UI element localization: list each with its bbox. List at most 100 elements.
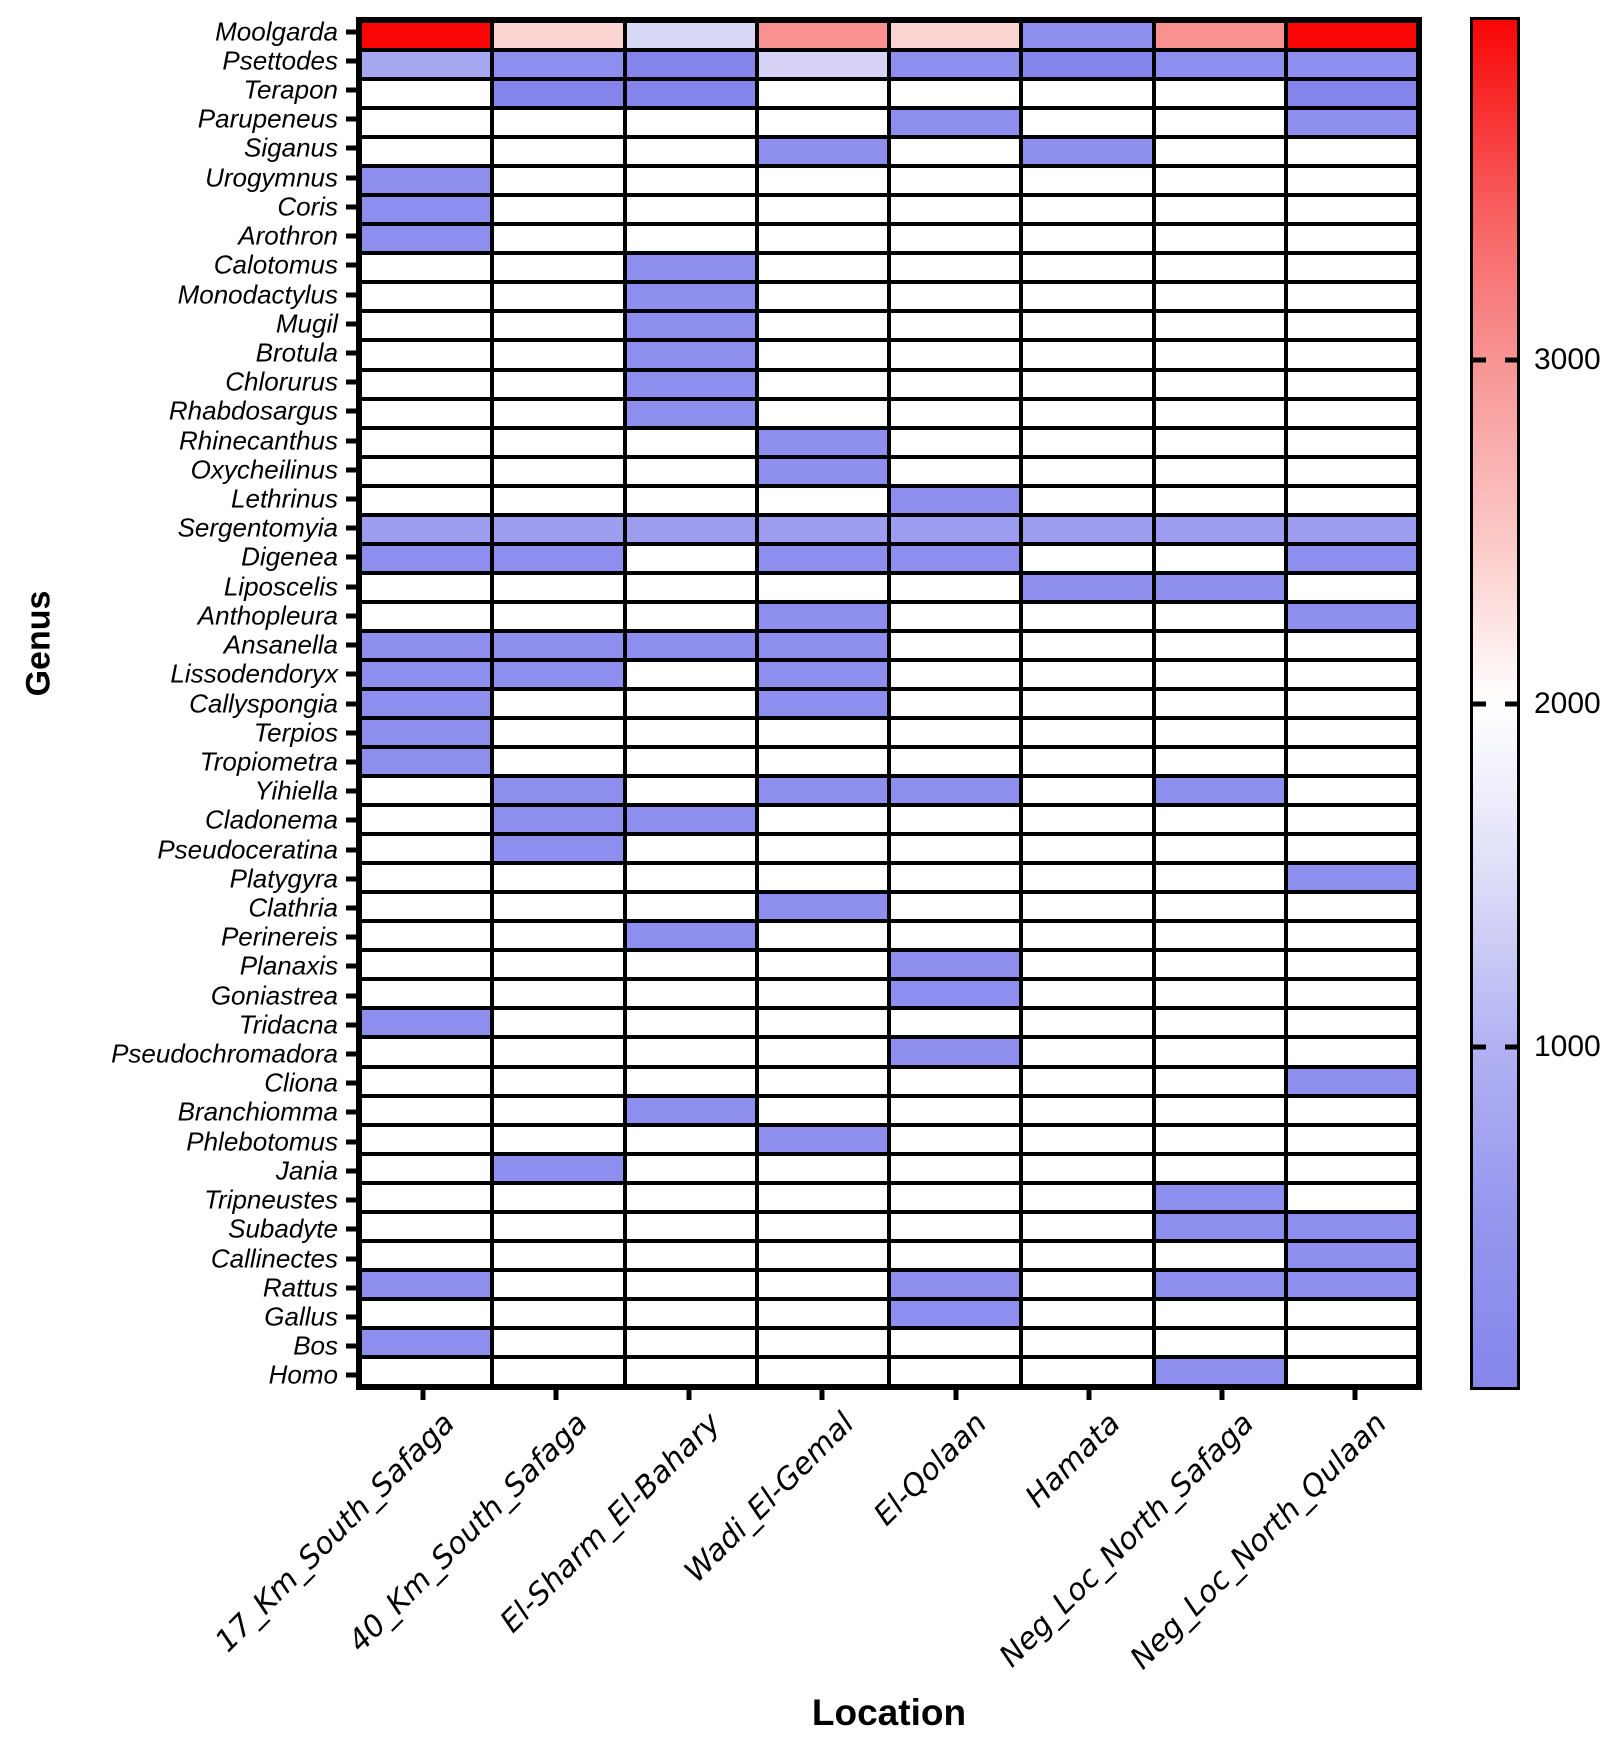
heatmap-cell — [492, 863, 625, 893]
y-tick-mark — [346, 321, 356, 327]
heatmap-cell — [360, 921, 493, 951]
heatmap-cell — [889, 1066, 1022, 1096]
heatmap-cell — [756, 921, 889, 951]
heatmap-cell — [756, 659, 889, 689]
heatmap-cell — [889, 253, 1022, 283]
heatmap-cell — [360, 456, 493, 486]
y-tick-label: Tridacna — [238, 1009, 338, 1040]
y-tick-mark — [346, 905, 356, 911]
heatmap-cell — [756, 543, 889, 573]
heatmap-cell — [756, 1182, 889, 1212]
heatmap-cell — [624, 834, 757, 864]
heatmap-cell — [1153, 514, 1286, 544]
heatmap-cell — [756, 224, 889, 254]
heatmap-cell — [756, 456, 889, 486]
heatmap-cell — [756, 1008, 889, 1038]
y-tick-label: Coris — [277, 191, 338, 222]
heatmap-cell — [1285, 747, 1418, 777]
heatmap-cell — [1285, 311, 1418, 341]
heatmap-cell — [1021, 950, 1154, 980]
y-tick-label: Callyspongia — [189, 688, 338, 718]
heatmap-cell — [624, 1298, 757, 1328]
heatmap-cell — [889, 892, 1022, 922]
heatmap-cell — [889, 398, 1022, 428]
heatmap-cell — [624, 572, 757, 602]
heatmap-cell — [1153, 834, 1286, 864]
heatmap-cell — [492, 572, 625, 602]
heatmap-cell — [1021, 137, 1154, 167]
colorbar-tick-label: 1000 — [1534, 1029, 1601, 1063]
y-tick-mark — [346, 993, 356, 999]
heatmap-cell — [756, 805, 889, 835]
heatmap-cell — [624, 1327, 757, 1357]
heatmap-cell — [1285, 979, 1418, 1009]
y-tick-label: Terpios — [253, 717, 338, 748]
heatmap-cell — [1285, 863, 1418, 893]
heatmap-cell — [756, 863, 889, 893]
heatmap-cell — [360, 311, 493, 341]
heatmap-cell — [889, 282, 1022, 312]
heatmap-cell — [492, 747, 625, 777]
heatmap-cell — [756, 601, 889, 631]
heatmap-cell — [492, 776, 625, 806]
heatmap-cell — [1021, 776, 1154, 806]
heatmap-cell — [360, 1356, 493, 1386]
heatmap-cell — [1021, 1124, 1154, 1154]
heatmap-cell — [1153, 601, 1286, 631]
heatmap-cell — [1153, 950, 1286, 980]
heatmap-cell — [360, 514, 493, 544]
heatmap-cell — [492, 224, 625, 254]
heatmap-cell — [1285, 1327, 1418, 1357]
y-tick-label: Mugil — [275, 308, 338, 339]
heatmap-cell — [1021, 79, 1154, 109]
heatmap-cell — [624, 137, 757, 167]
heatmap-cell — [1021, 979, 1154, 1009]
x-tick-label: Neg_Loc_North_Safaga — [992, 1406, 1261, 1675]
heatmap-cell — [360, 369, 493, 399]
heatmap-cell — [1021, 601, 1154, 631]
x-tick-label: 17_Km_South_Safaga — [208, 1406, 462, 1660]
heatmap-cell — [889, 514, 1022, 544]
y-tick-label: Chlorurus — [225, 366, 338, 397]
heatmap-cell — [360, 137, 493, 167]
heatmap-cell — [360, 108, 493, 138]
y-tick-mark — [346, 934, 356, 940]
heatmap-cell — [1285, 282, 1418, 312]
heatmap-cell — [1153, 1327, 1286, 1357]
heatmap-cell — [1153, 79, 1286, 109]
heatmap-cell — [889, 369, 1022, 399]
heatmap-cell — [492, 514, 625, 544]
heatmap-cell — [1153, 543, 1286, 573]
y-tick-label: Monodactylus — [177, 279, 338, 310]
heatmap-cell — [1285, 21, 1418, 51]
heatmap-cell — [492, 601, 625, 631]
heatmap-cell — [624, 863, 757, 893]
heatmap-cell — [889, 863, 1022, 893]
heatmap-cell — [1153, 688, 1286, 719]
heatmap-cell — [1153, 718, 1286, 748]
heatmap-cell — [889, 688, 1022, 719]
heatmap-cell — [889, 1356, 1022, 1386]
heatmap-cell — [360, 1327, 493, 1357]
x-tick-mark — [686, 1390, 692, 1400]
heatmap-cell — [624, 50, 757, 80]
heatmap-cell — [624, 79, 757, 109]
heatmap-cell — [1153, 1095, 1286, 1125]
heatmap-cell — [1021, 282, 1154, 312]
heatmap-cell — [1021, 718, 1154, 748]
y-tick-mark — [346, 817, 356, 823]
heatmap-cell — [1153, 166, 1286, 196]
y-tick-label: Tripneustes — [204, 1184, 338, 1215]
heatmap-cell — [360, 427, 493, 457]
y-tick-mark — [346, 847, 356, 853]
heatmap-cell — [1153, 253, 1286, 283]
y-tick-mark — [346, 1051, 356, 1057]
x-tick-mark — [553, 1390, 559, 1400]
heatmap-cell — [889, 776, 1022, 806]
heatmap-cell — [492, 921, 625, 951]
heatmap-cell — [1021, 1066, 1154, 1096]
heatmap-cell — [1021, 1037, 1154, 1067]
heatmap-cell — [360, 543, 493, 573]
x-tick-mark — [953, 1390, 959, 1400]
